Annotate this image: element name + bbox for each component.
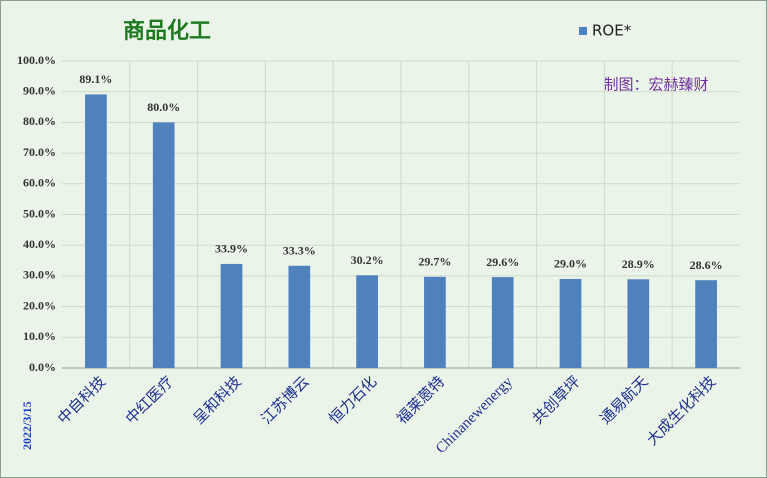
legend-label: ROE* bbox=[592, 22, 632, 40]
data-label: 30.2% bbox=[351, 253, 384, 267]
data-label: 33.9% bbox=[215, 242, 248, 256]
data-label: 80.0% bbox=[147, 100, 180, 114]
y-tick-label: 100.0% bbox=[17, 53, 56, 67]
data-label: 28.9% bbox=[622, 257, 655, 271]
y-tick-label: 10.0% bbox=[23, 329, 56, 343]
data-label: 33.3% bbox=[283, 244, 316, 258]
bar bbox=[288, 265, 311, 368]
bar bbox=[627, 279, 650, 368]
bar bbox=[152, 122, 175, 369]
bar bbox=[356, 275, 378, 368]
y-tick-label: 40.0% bbox=[23, 237, 56, 251]
y-tick-label: 90.0% bbox=[23, 83, 56, 97]
data-label: 29.7% bbox=[418, 255, 451, 269]
y-tick-label: 80.0% bbox=[23, 114, 56, 128]
bar bbox=[85, 94, 107, 368]
y-tick-label: 20.0% bbox=[23, 298, 56, 312]
data-label: 29.6% bbox=[486, 255, 519, 269]
annotation: 制图：宏赫臻财 bbox=[603, 76, 708, 94]
data-label: 28.6% bbox=[690, 258, 723, 272]
bar bbox=[424, 276, 446, 368]
y-tick-label: 30.0% bbox=[23, 268, 56, 282]
bar bbox=[559, 278, 582, 368]
bar bbox=[695, 280, 717, 368]
y-tick-label: 50.0% bbox=[23, 206, 56, 220]
chart-title: 商品化工 bbox=[123, 18, 211, 44]
legend-swatch bbox=[579, 27, 587, 35]
date-label: 2022/3/15 bbox=[20, 401, 34, 450]
y-tick-label: 0.0% bbox=[29, 360, 56, 374]
data-label: 29.0% bbox=[554, 257, 587, 271]
bar bbox=[220, 263, 243, 368]
data-label: 89.1% bbox=[79, 72, 112, 86]
y-tick-label: 60.0% bbox=[23, 176, 56, 190]
y-tick-label: 70.0% bbox=[23, 145, 56, 159]
bar bbox=[491, 277, 514, 368]
